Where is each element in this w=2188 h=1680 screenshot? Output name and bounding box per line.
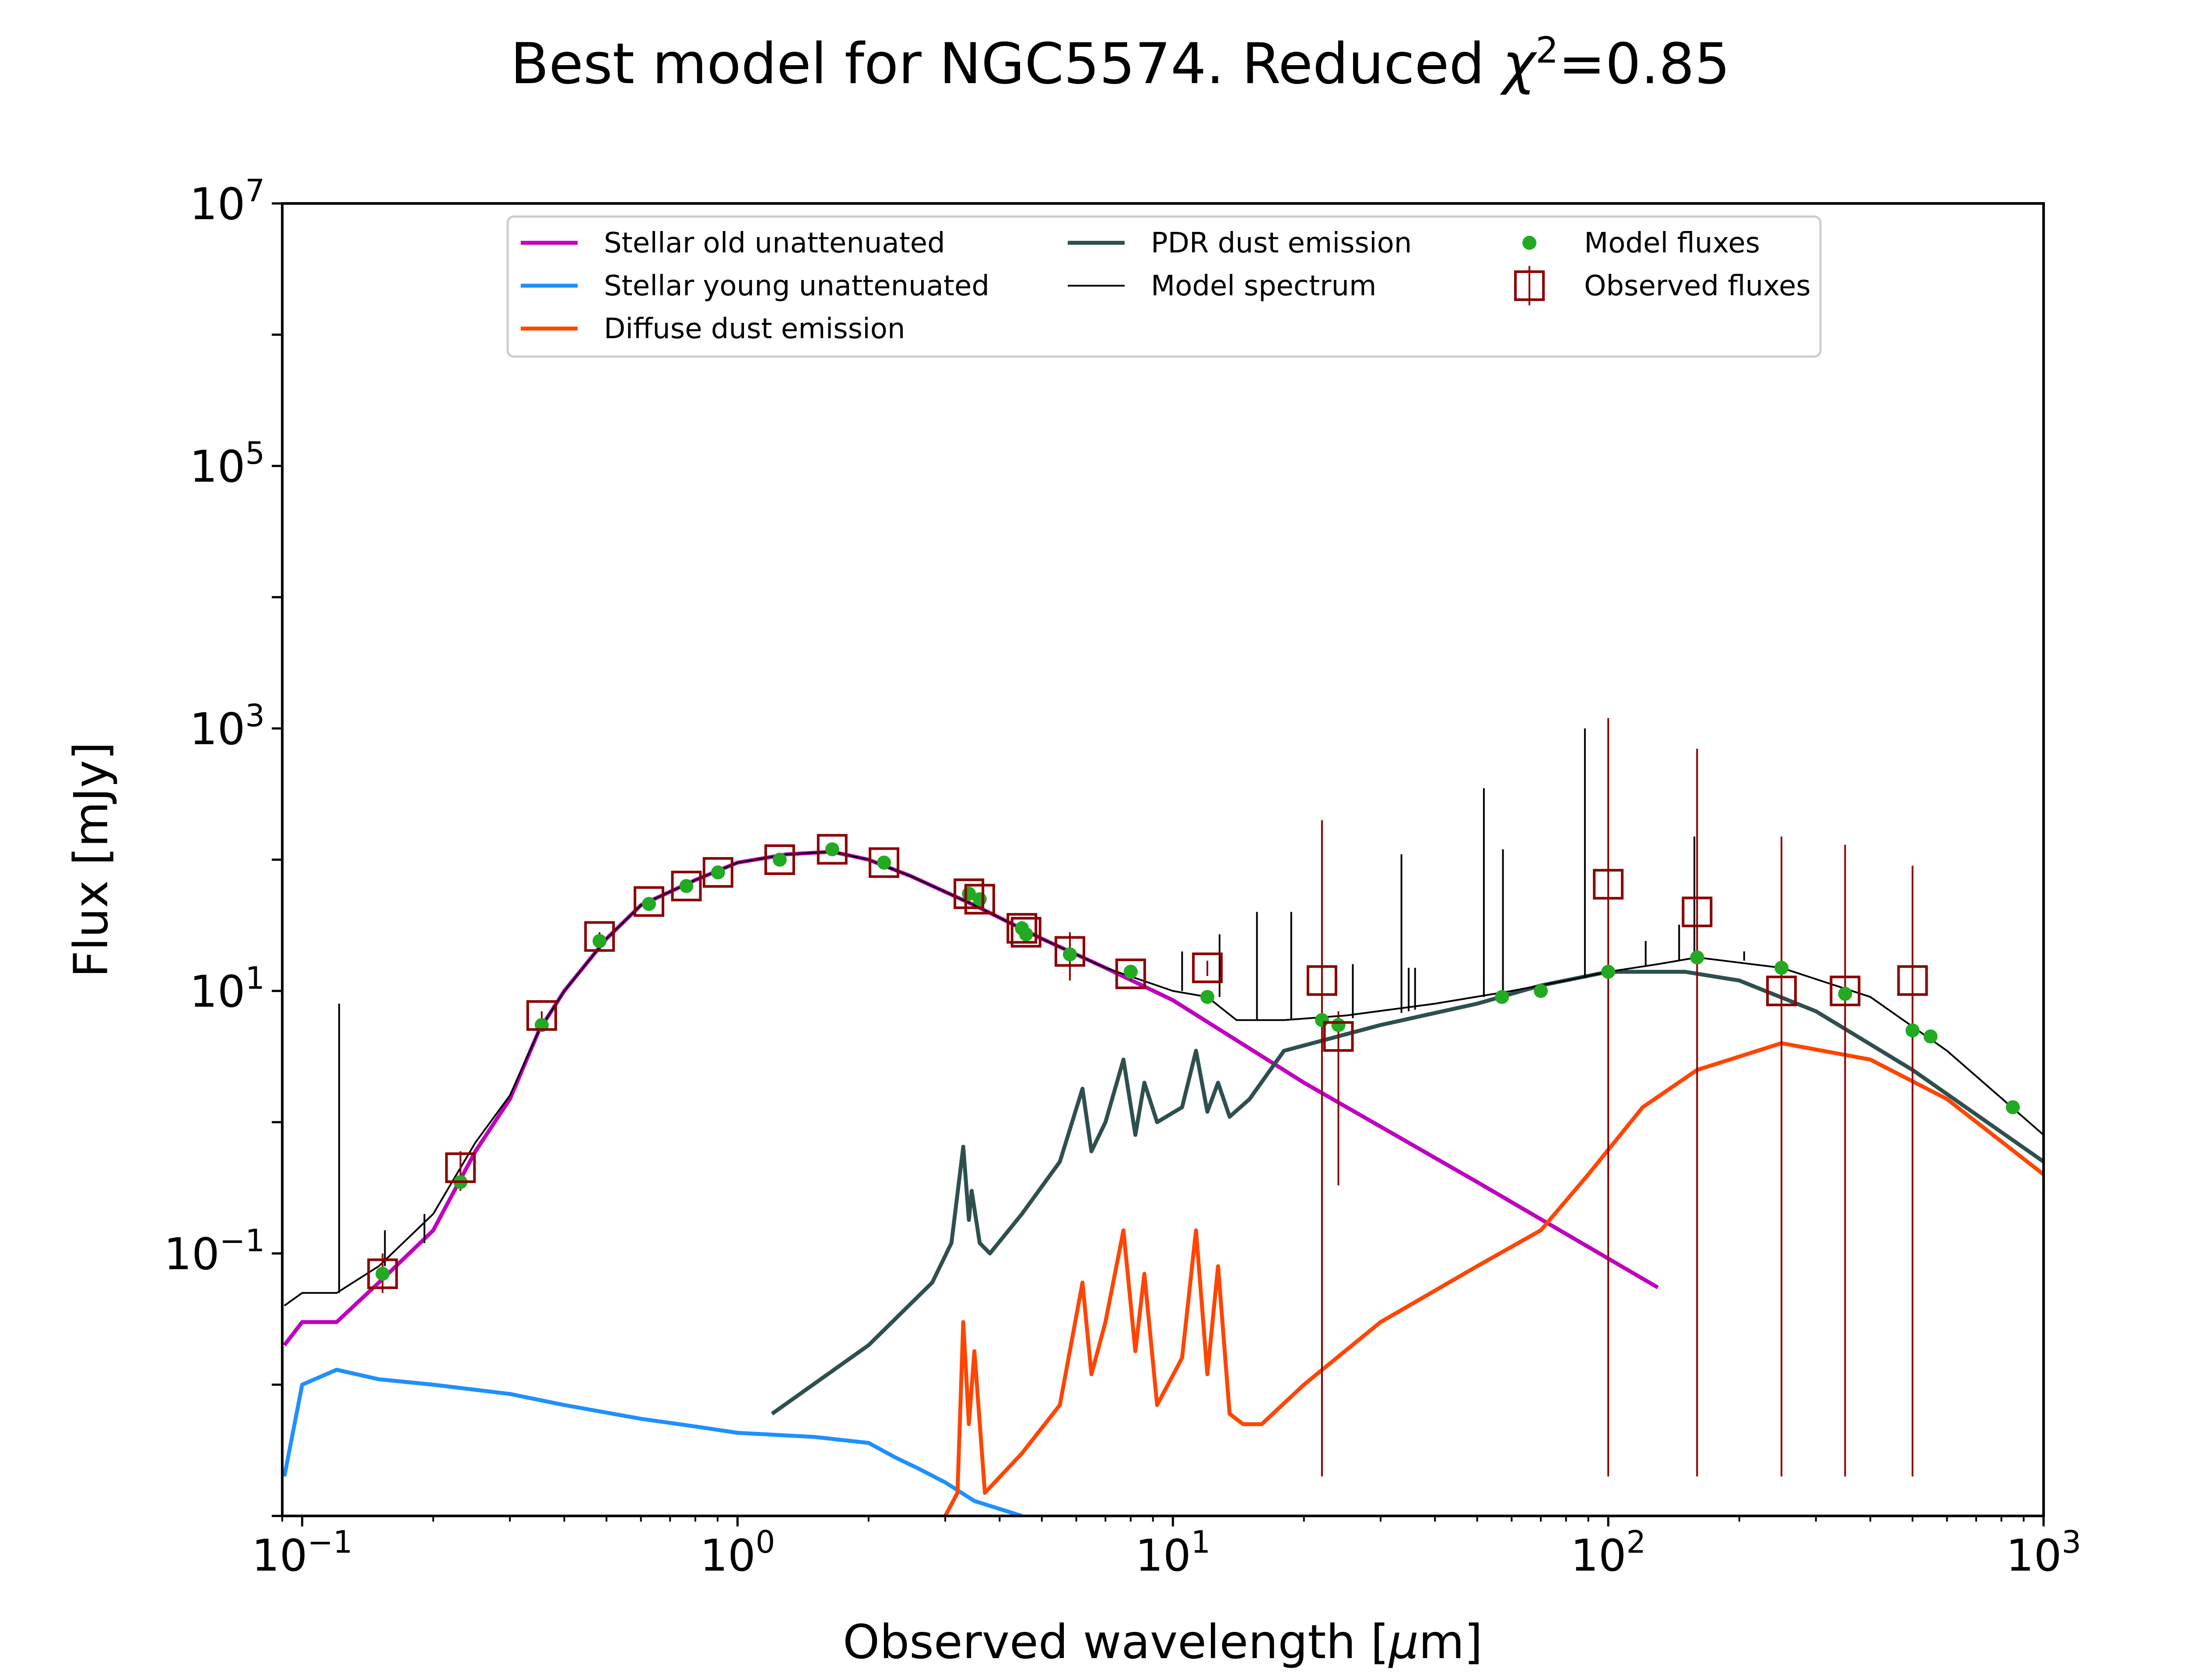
observed-flux-marker [1192,952,1223,984]
model-flux-point [679,879,694,893]
model-flux-point [1315,1013,1329,1027]
legend-observed-fluxes-swatch [1514,270,1545,301]
x-tick-label: 101 [1135,1524,1210,1581]
observed-flux-marker [1054,936,1085,967]
observed-flux-marker [1897,965,1928,996]
model-flux-point [1062,947,1077,962]
observed-flux-marker [1766,976,1797,1006]
y-tick-label: 105 [189,435,265,492]
legend-items: Stellar old unattenuated Stellar young un… [521,227,1811,345]
x-tick-label: 102 [1571,1524,1646,1581]
observed-flux-marker [869,847,900,878]
observed-flux-marker [634,886,665,917]
observed-flux-marker [367,1258,398,1289]
model-flux-point [375,1267,390,1281]
model-flux-point [1905,1023,1920,1038]
y-axis-ticks: 10−1 101 103 105 107 [164,173,282,1517]
model-flux-point [1331,1018,1346,1032]
observed-flux-marker [1593,869,1624,900]
legend-pdr-dust-emission-label: PDR dust emission [1151,227,1412,259]
y-tick-label: 10−1 [164,1223,265,1280]
model-flux-point [1774,961,1789,975]
legend-diffuse-dust-emission-label: Diffuse dust emission [604,313,905,345]
model-spectrum-line [284,850,2044,1307]
observed-flux-marker [1682,896,1713,928]
observed-flux-marker [526,1000,557,1031]
legend-model-fluxes-swatch [1522,236,1536,250]
plot-area: 10−1 100 101 102 103 10−1 101 103 105 107 [164,173,2081,1581]
model-flux-point [642,897,656,911]
model-flux-point [825,842,839,857]
observed-flux-marker [1010,917,1041,948]
model-flux-point [772,853,787,867]
legend-box [506,215,1822,358]
y-tick-label: 107 [189,173,265,230]
x-tick-label: 103 [2006,1524,2081,1581]
model-flux-point [593,934,607,948]
model-flux-point [1690,950,1704,965]
model-flux-point [1200,990,1215,1004]
legend-model-spectrum-label: Model spectrum [1151,270,1376,302]
observed-flux-marker [817,834,848,865]
model-flux-point [1838,987,1852,1001]
model-flux-point [1923,1029,1938,1044]
legend-model-fluxes-label: Model fluxes [1584,227,1760,259]
stellar-young-unattenuated-line [282,1368,1023,1516]
y-axis-label: Flux [mJy] [64,742,119,977]
model-flux-point [877,855,891,870]
x-tick-label: 10−1 [252,1524,352,1581]
model-flux-point [2006,1100,2020,1114]
model-flux-point [711,865,725,880]
observed-flux-marker [671,871,702,902]
chart-title: Best model for NGC5574. Reduced χ2=0.85 [510,30,1730,97]
legend-stellar-young-unattenuated-label: Stellar young unattenuated [604,270,989,302]
y-tick-label: 103 [189,698,265,755]
model-flux-point [1534,984,1548,998]
markers-layer [367,834,2020,1289]
observed-flux-marker [764,844,795,875]
observed-flux-marker [954,878,985,909]
observed-flux-marker [702,857,733,888]
legend-stellar-old-unattenuated-label: Stellar old unattenuated [604,227,945,259]
y-tick-label: 101 [189,960,265,1017]
observed-flux-marker [1006,913,1038,944]
observed-flux-marker [584,921,615,952]
model-flux-point [1123,965,1138,979]
observed-flux-marker [1306,965,1337,996]
x-tick-label: 100 [700,1524,775,1581]
legend: Stellar old unattenuated Stellar young un… [506,215,1822,358]
observed-flux-marker [1830,976,1861,1006]
observed-flux-marker [964,884,995,915]
observed-flux-marker [445,1152,476,1183]
model-flux-point [1601,965,1616,979]
x-axis-ticks: 10−1 100 101 102 103 [252,1516,2081,1581]
model-flux-point [1495,990,1509,1004]
observed-flux-marker [1323,1021,1354,1052]
diffuse-dust-emission-line [943,1041,2044,1516]
x-axis-label: Observed wavelength [μm] [843,1615,1483,1670]
model-flux-point [972,892,987,906]
model-flux-point [1019,927,1033,942]
legend-observed-fluxes-label: Observed fluxes [1584,270,1811,302]
observed-flux-marker [1115,958,1146,989]
